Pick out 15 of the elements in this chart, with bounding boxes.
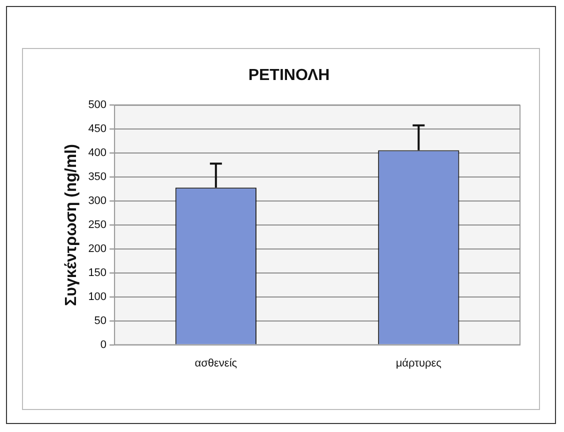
y-tick-label: 100 — [88, 290, 107, 303]
y-tick-label: 50 — [94, 314, 107, 327]
y-tick-label: 0 — [100, 338, 107, 351]
y-tick-label: 300 — [88, 195, 107, 208]
y-tick-label: 250 — [88, 219, 107, 232]
y-tick-label: 450 — [88, 123, 107, 136]
y-axis-title: Συγκέντρωση (ng/ml) — [63, 144, 80, 306]
y-tick-label: 500 — [88, 99, 107, 112]
y-tick-label: 200 — [88, 242, 107, 255]
y-tick-label: 400 — [88, 147, 107, 160]
chart-title: ΡΕΤΙΝΟΛΗ — [248, 67, 330, 84]
y-tick-label: 150 — [88, 266, 107, 279]
x-tick-label: ασθενείς — [194, 357, 238, 370]
x-tick-label: μάρτυρες — [396, 357, 442, 370]
y-tick-label: 350 — [88, 171, 107, 184]
